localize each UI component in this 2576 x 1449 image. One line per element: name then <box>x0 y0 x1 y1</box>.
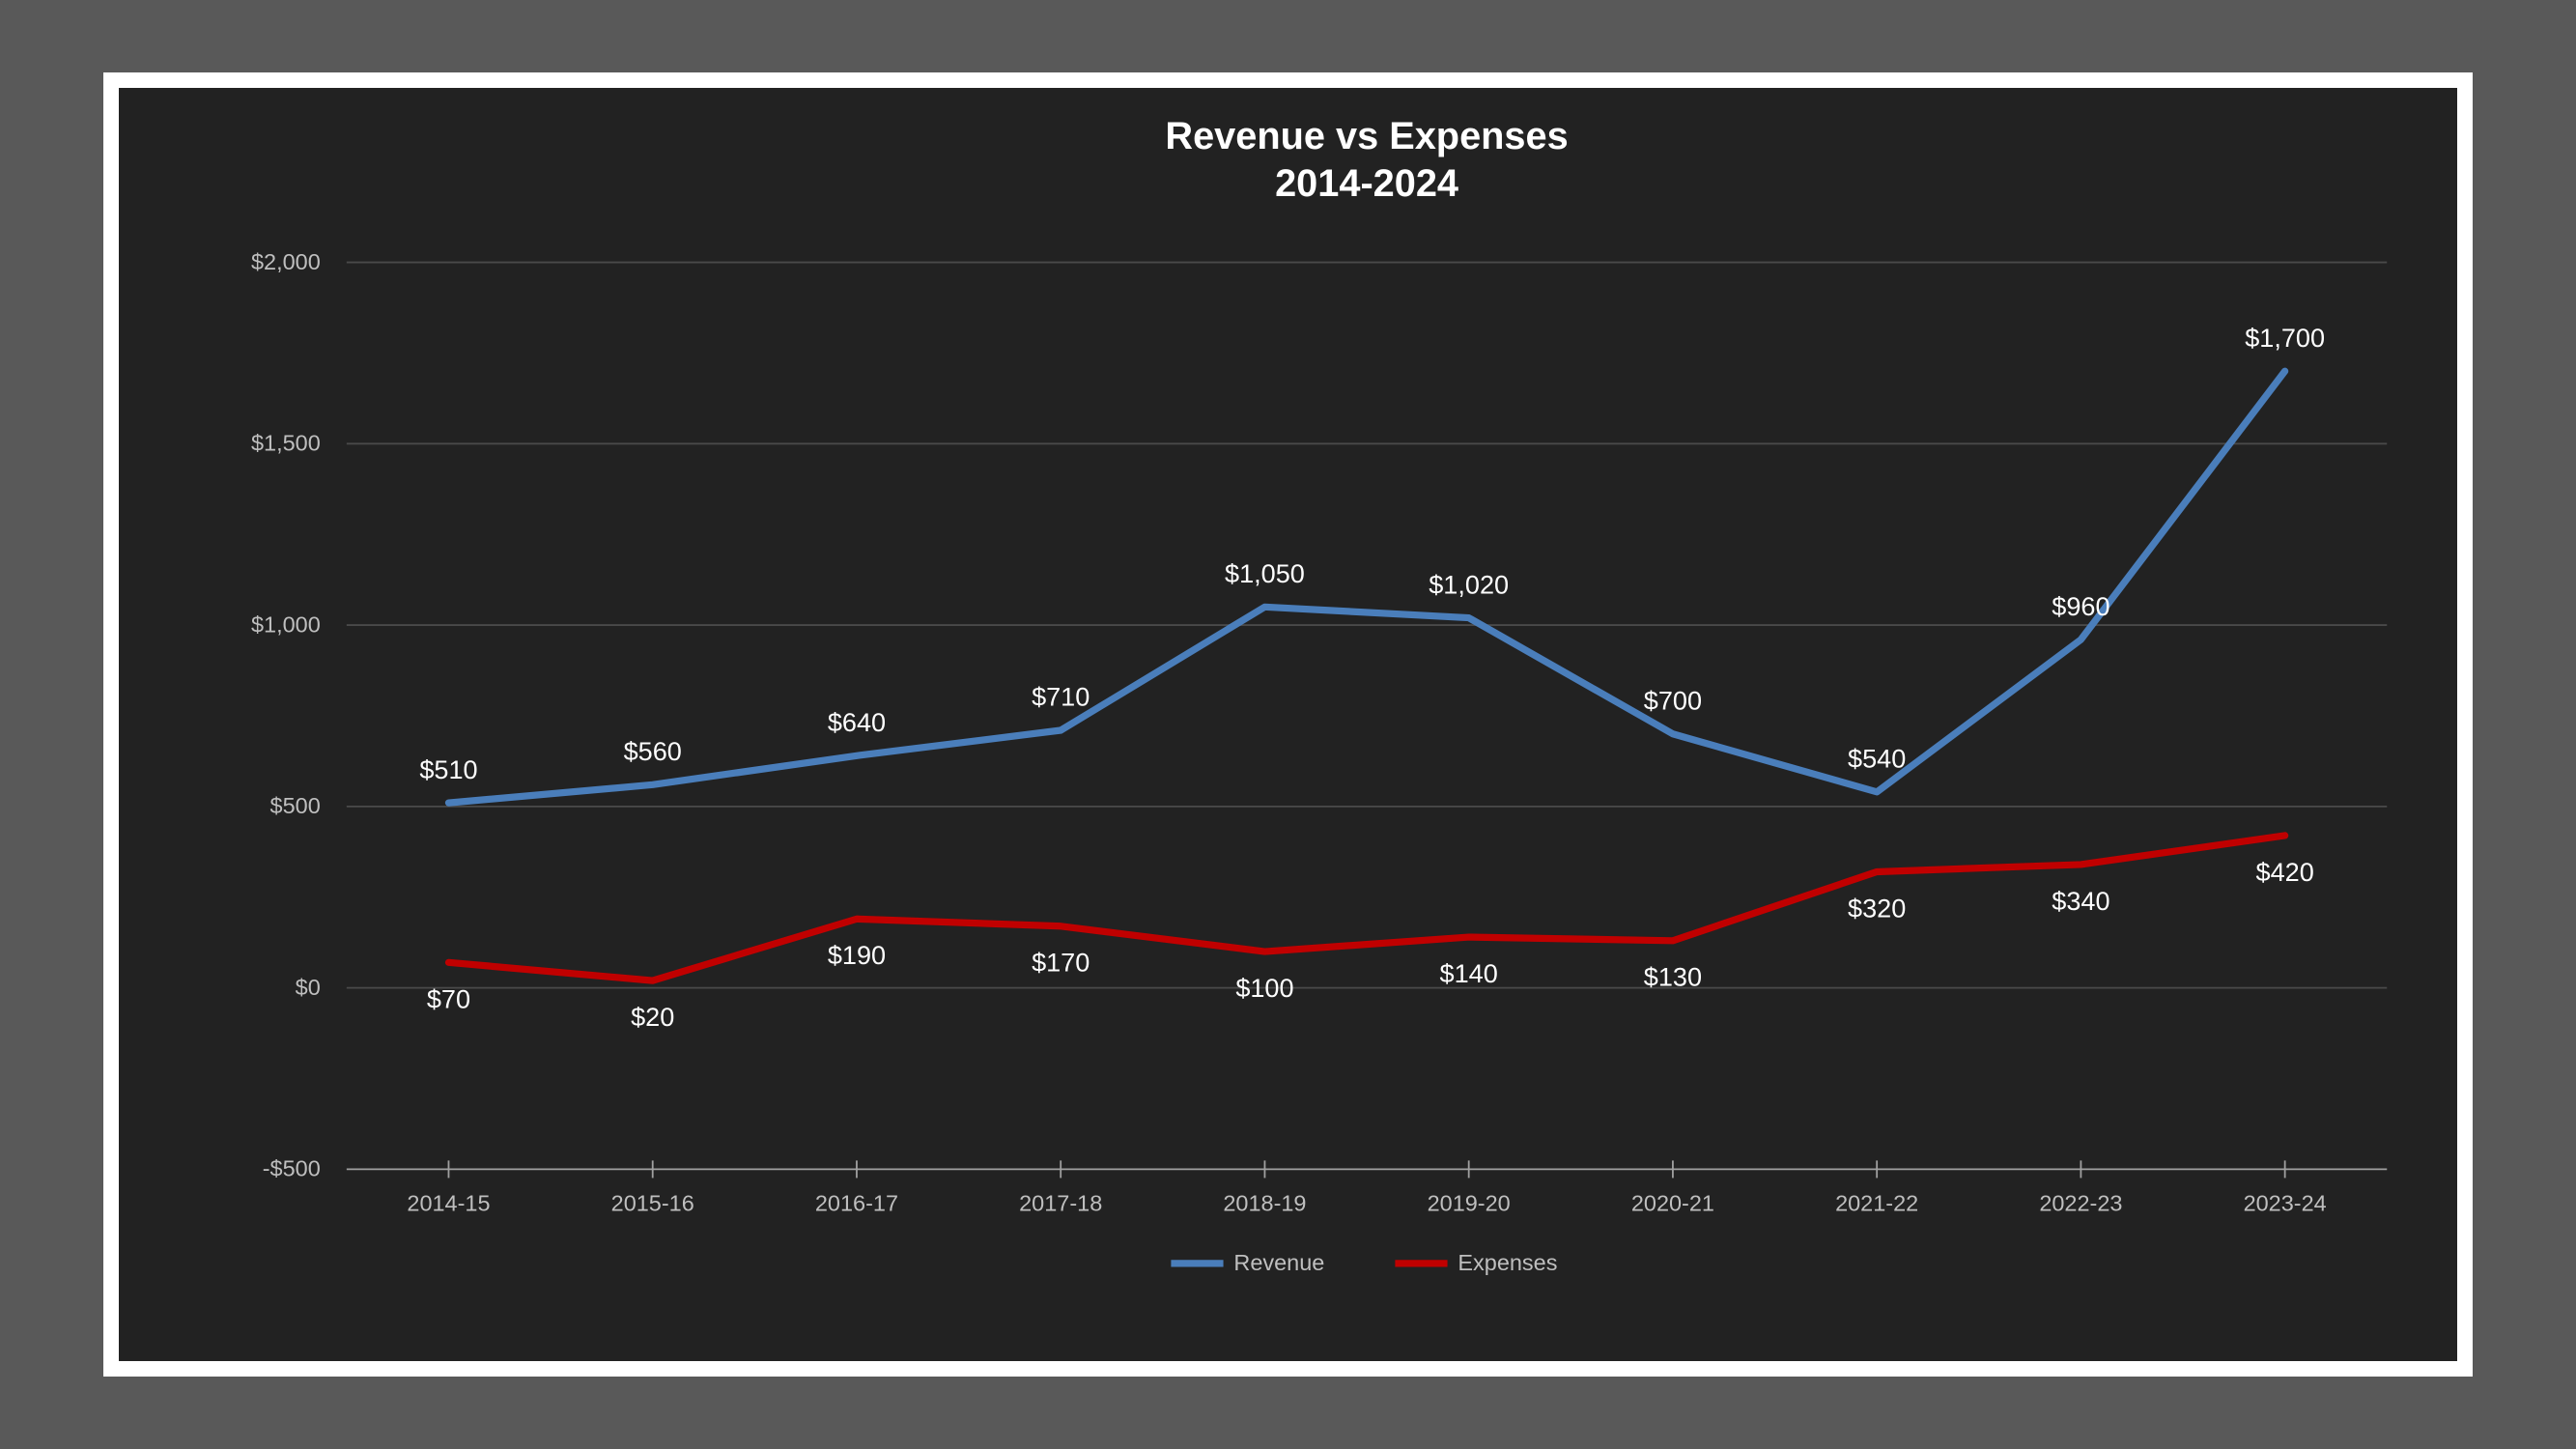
chart-title-line-2: 2014-2024 <box>1275 162 1458 205</box>
data-label: $510 <box>419 754 477 784</box>
chart-panel: Revenue vs Expenses 2014-2024 -$500 $0 $500 $… <box>119 88 2458 1361</box>
chart-title-line-1: Revenue vs Expenses <box>1165 115 1568 157</box>
data-label: $1,700 <box>2245 323 2325 353</box>
data-label: $320 <box>1848 893 1906 923</box>
y-axis-tick-label: $2,000 <box>251 249 321 274</box>
x-axis-tick-label: 2021-22 <box>1835 1191 1918 1216</box>
x-axis-tick-label: 2020-21 <box>1631 1191 1714 1216</box>
x-axis-tick-label: 2017-18 <box>1019 1191 1102 1216</box>
series-line-revenue <box>448 371 2284 803</box>
data-label: $340 <box>2052 886 2109 916</box>
revenue-expenses-chart: Revenue vs Expenses 2014-2024 -$500 $0 $500 $… <box>119 88 2458 1361</box>
data-label: $420 <box>2255 857 2313 887</box>
data-label: $1,020 <box>1429 569 1509 599</box>
legend-label: Revenue <box>1233 1250 1324 1275</box>
y-axis-tick-label: $1,000 <box>251 611 321 637</box>
data-label: $1,050 <box>1225 558 1305 588</box>
data-label: $560 <box>623 736 681 766</box>
data-label: $130 <box>1643 962 1701 992</box>
data-label: $540 <box>1848 744 1906 774</box>
slide-frame: Revenue vs Expenses 2014-2024 -$500 $0 $500 $… <box>103 72 2474 1377</box>
data-label: $20 <box>631 1002 674 1032</box>
data-label: $170 <box>1032 948 1090 978</box>
data-label: $190 <box>828 940 886 970</box>
x-axis-tick-label: 2018-19 <box>1223 1191 1306 1216</box>
x-axis-tick-label: 2023-24 <box>2243 1191 2326 1216</box>
x-axis-tick-label: 2019-20 <box>1427 1191 1510 1216</box>
data-label: $710 <box>1032 682 1090 712</box>
x-axis-tick-label: 2022-23 <box>2039 1191 2122 1216</box>
data-label: $70 <box>427 983 470 1013</box>
data-label: $140 <box>1439 958 1497 988</box>
data-label: $100 <box>1235 973 1293 1003</box>
x-axis-tick-label: 2016-17 <box>815 1191 898 1216</box>
y-axis-tick-label: $1,500 <box>251 431 321 456</box>
y-axis-tick-label: $500 <box>269 793 320 818</box>
y-axis-tick-label: $0 <box>295 975 320 1000</box>
series-line-expenses <box>448 836 2284 980</box>
x-axis-tick-label: 2015-16 <box>610 1191 694 1216</box>
x-axis-tick-label: 2014-15 <box>407 1191 490 1216</box>
data-label: $700 <box>1643 685 1701 715</box>
legend-label: Expenses <box>1458 1250 1557 1275</box>
y-axis-tick-label: -$500 <box>262 1156 320 1181</box>
data-label: $640 <box>828 707 886 737</box>
data-label: $960 <box>2052 591 2109 621</box>
